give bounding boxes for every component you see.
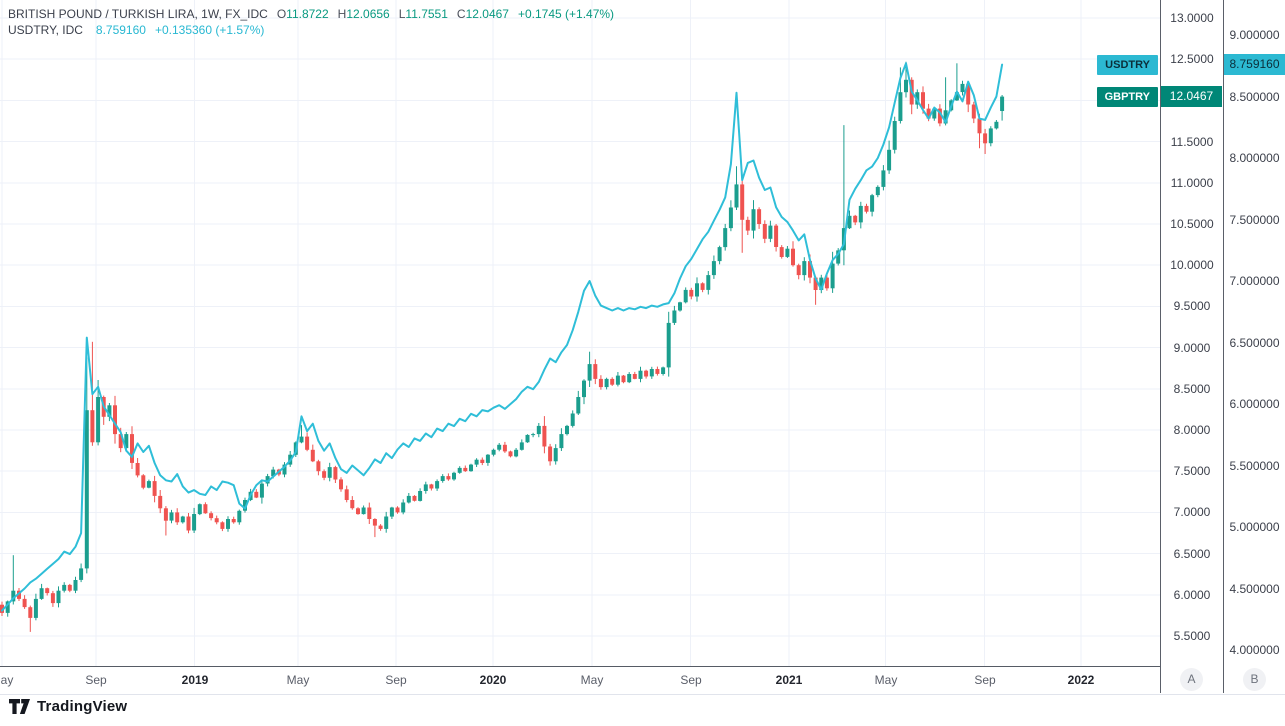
price-tick-label: 8.500000 (1229, 90, 1280, 104)
tradingview-logo[interactable]: TradingView (9, 698, 127, 715)
time-label: May (874, 673, 898, 687)
legend-row-gbptry[interactable]: BRITISH POUND / TURKISH LIRA, 1W, FX_IDC… (8, 7, 614, 21)
price-tick-label: 5.000000 (1229, 520, 1280, 534)
ohlc-low-label: L (398, 7, 406, 21)
ohlc-open-value: 11.8722 (286, 7, 329, 21)
symbol-title: BRITISH POUND / TURKISH LIRA, 1W, FX_IDC (8, 7, 268, 21)
price-tick-label: 11.5000 (1170, 135, 1214, 149)
price-tick-label: 8.5000 (1173, 382, 1211, 396)
overlay-symbol-title: USDTRY, IDC (8, 23, 83, 37)
time-label: May (286, 673, 310, 687)
scale-b-button[interactable]: B (1243, 668, 1266, 691)
change-value: +0.1745 (+1.47%) (517, 7, 615, 21)
price-tick-label: 6.5000 (1173, 547, 1211, 561)
time-label: 2020 (479, 673, 507, 687)
price-tick-label: 5.500000 (1229, 459, 1280, 473)
price-tick-label: 6.000000 (1229, 397, 1280, 411)
candlestick-series (0, 61, 1005, 632)
time-label: Sep (680, 673, 702, 687)
tradingview-logo-text: TradingView (37, 698, 128, 715)
price-tick-label: 7.5000 (1173, 464, 1211, 478)
time-label: Sep (974, 673, 996, 687)
price-tick-label: 6.500000 (1229, 336, 1280, 350)
price-tick-label: 11.0000 (1170, 176, 1214, 190)
price-tick-label: 5.5000 (1173, 629, 1211, 643)
overlay-value: 8.759160 (95, 23, 146, 37)
time-label: 2019 (181, 673, 209, 687)
time-label: Sep (385, 673, 407, 687)
price-tick-label: 10.0000 (1170, 258, 1214, 272)
price-tick-label: 12.5000 (1170, 52, 1214, 66)
price-tick-label: 9.000000 (1229, 28, 1280, 42)
tradingview-logo-icon (9, 699, 30, 714)
usdtry-line-series (1, 62, 1004, 612)
time-label: 2022 (1067, 673, 1095, 687)
ohlc-open-label: O (276, 7, 287, 21)
price-tick-label: 7.500000 (1229, 213, 1280, 227)
time-label: May (580, 673, 604, 687)
price-tick-label: 7.000000 (1229, 274, 1280, 288)
usdtry-series-badge[interactable]: USDTRY (1097, 55, 1158, 75)
time-label: 2021 (775, 673, 803, 687)
price-tick-label: 8.0000 (1173, 423, 1211, 437)
legend-row-usdtry[interactable]: USDTRY, IDC 8.759160 +0.135360 (+1.57%) (8, 23, 264, 37)
price-tick-label: 4.000000 (1229, 643, 1280, 657)
gbptry-last-price-tag: 12.0467 (1161, 86, 1222, 107)
ohlc-high-label: H (337, 7, 347, 21)
ohlc-high-value: 12.0656 (346, 7, 390, 21)
ohlc-close-label: C (456, 7, 466, 21)
price-tick-label: 13.0000 (1170, 11, 1214, 25)
price-axis-usdtry[interactable]: 9.000000 8.500000 8.000000 7.500000 7.000000… (1223, 0, 1285, 693)
price-tick-label: 9.0000 (1173, 341, 1211, 355)
price-tick-label: 4.500000 (1229, 582, 1280, 596)
chart-plot-area[interactable] (0, 0, 1160, 666)
usdtry-last-price-tag: 8.759160 (1224, 54, 1285, 75)
price-tick-label: 9.5000 (1173, 299, 1211, 313)
ohlc-close-value: 12.0467 (465, 7, 509, 21)
scale-a-button[interactable]: A (1180, 668, 1203, 691)
price-tick-label: 7.0000 (1173, 505, 1211, 519)
time-axis[interactable]: May Sep 2019 May Sep 2020 May Sep 2021 May Sep 2022 (0, 666, 1285, 695)
ohlc-low-value: 11.7551 (405, 7, 448, 21)
price-tick-label: 6.0000 (1173, 588, 1211, 602)
time-label: Sep (85, 673, 107, 687)
price-tick-label: 8.000000 (1229, 151, 1280, 165)
overlay-change-value: +0.135360 (+1.57%) (154, 23, 265, 37)
time-label: May (0, 673, 14, 687)
price-tick-label: 10.5000 (1170, 217, 1214, 231)
gbptry-series-badge[interactable]: GBPTRY (1096, 87, 1158, 107)
